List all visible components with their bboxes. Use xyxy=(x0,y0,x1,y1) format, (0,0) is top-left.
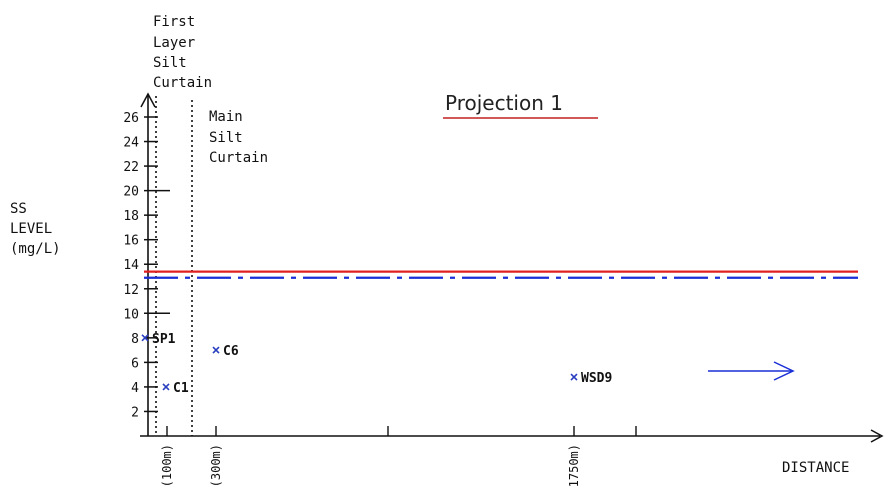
first-curtain-label: First Layer Silt Curtain xyxy=(153,14,212,91)
y-tick-label: 4 xyxy=(131,381,139,396)
data-points: SP1 C1 C6 WSD9 xyxy=(141,332,612,396)
y-tick-label: 26 xyxy=(123,111,139,126)
y-tick-label: 22 xyxy=(123,160,139,175)
data-point-label: C1 xyxy=(173,381,189,396)
distance-marker-label: 1750m) xyxy=(567,444,581,487)
y-tick-label: 2 xyxy=(131,405,139,420)
distance-marker-label: (100m) xyxy=(160,444,174,487)
distance-marker-label: (300m) xyxy=(209,444,223,487)
data-point-wsd9 xyxy=(570,373,578,381)
data-point-c1 xyxy=(162,383,170,391)
y-tick-label: 10 xyxy=(123,307,139,322)
data-point-label: WSD9 xyxy=(581,371,612,386)
chart-title: Projection 1 xyxy=(445,91,563,115)
x-axis-label: DISTANCE xyxy=(782,460,849,476)
data-point-sp1 xyxy=(141,334,149,342)
direction-arrow-icon xyxy=(708,361,795,381)
y-tick-label: 8 xyxy=(131,332,139,347)
y-tick-label: 24 xyxy=(123,136,139,151)
data-point-label: C6 xyxy=(223,344,239,359)
y-axis-label: SS LEVEL (mg/L) xyxy=(10,201,61,257)
y-tick-label: 6 xyxy=(131,356,139,371)
x-ticks xyxy=(166,426,637,436)
y-tick-label: 18 xyxy=(123,209,139,224)
x-axis-arrow-icon xyxy=(870,429,884,443)
y-axis-arrow-icon xyxy=(140,92,156,108)
distance-markers: (100m) (300m) 1750m) xyxy=(160,444,581,487)
y-tick-label: 16 xyxy=(123,234,139,249)
main-curtain-label: Main Silt Curtain xyxy=(209,109,268,166)
y-tick-label: 12 xyxy=(123,283,139,298)
data-point-label: SP1 xyxy=(152,332,176,347)
data-point-c6 xyxy=(212,346,220,354)
y-tick-label: 14 xyxy=(123,258,139,273)
y-tick-label: 20 xyxy=(123,185,139,200)
